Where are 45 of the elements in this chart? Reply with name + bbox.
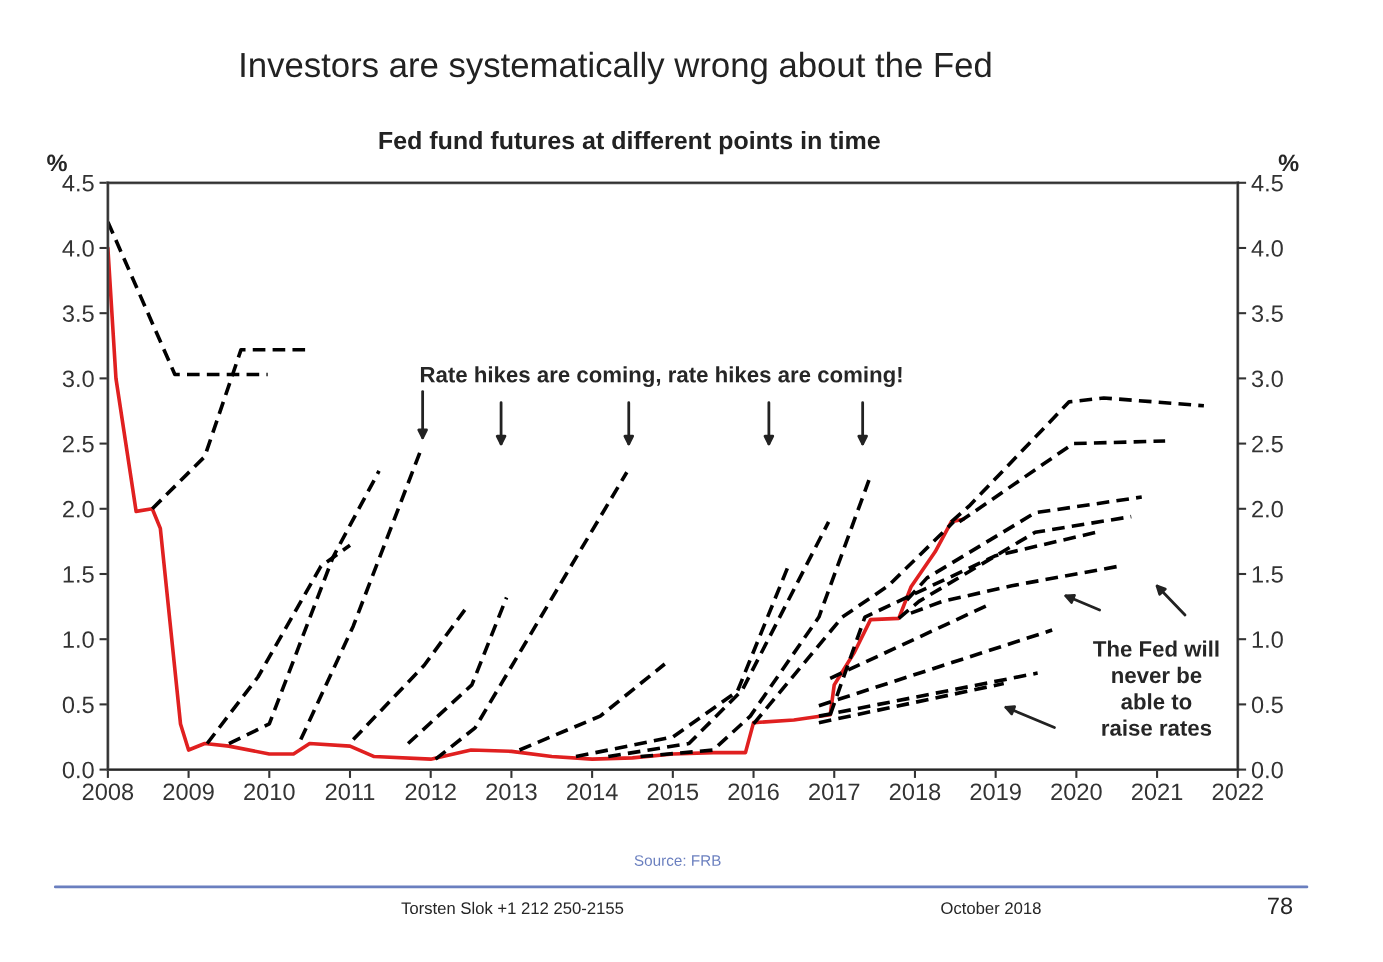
y-tick-label: 4.5: [62, 175, 94, 192]
x-tick-label: 2022: [1212, 783, 1263, 801]
text: October 2018: [941, 901, 1041, 915]
x-tick-label: 2020: [1051, 783, 1102, 801]
y2-tick-label: 4.5: [1251, 175, 1283, 192]
chart-subtitle: Fed fund futures at different points in time: [379, 130, 880, 155]
y-tick-label: 1.5: [63, 566, 94, 583]
chart-title: Investors are systematically wrong about the Fed: [241, 51, 991, 85]
y-tick-label: 2.5: [63, 435, 94, 453]
annotation: The Fed will never be able to raise rates: [1093, 640, 1219, 736]
y2-tick-label: 1.0: [1252, 631, 1283, 648]
y-tick-label: 0.5: [62, 696, 94, 714]
y-tick-label: 3.0: [62, 370, 94, 388]
x-tick-label: 2019: [970, 783, 1021, 801]
y-tick-label: 3.5: [62, 305, 94, 322]
y2-tick-label: 1.5: [1252, 566, 1283, 583]
x-tick-label: 2015: [647, 783, 699, 801]
y-axis-title: %: [47, 154, 67, 172]
x-tick-label: 2013: [486, 783, 537, 801]
y-tick-label: 0.0: [62, 761, 94, 779]
x-tick-label: 2014: [567, 783, 618, 801]
x-tick-label: 2010: [244, 783, 295, 801]
y2-tick-label: 2.0: [1252, 500, 1283, 518]
annotation: Rate hikes are coming, rate hikes are coming!: [420, 366, 902, 388]
y2-tick-label: 0.5: [1251, 696, 1283, 714]
y2-tick-label: 2.5: [1252, 435, 1283, 453]
x-tick-label: 2009: [163, 783, 214, 801]
y2-axis-title: %: [1278, 154, 1299, 172]
y2-tick-label: 3.0: [1251, 370, 1283, 388]
y-tick-label: 2.0: [63, 500, 94, 518]
x-tick-label: 2011: [325, 783, 375, 801]
y2-tick-label: 3.5: [1251, 305, 1283, 322]
y-tick-label: 1.0: [63, 631, 94, 648]
x-tick-label: 2017: [809, 783, 860, 801]
x-tick-label: 2012: [405, 783, 456, 801]
source-note: Source: FRB: [634, 855, 721, 866]
x-tick-label: 2021: [1132, 783, 1183, 801]
y2-tick-label: 4.0: [1251, 240, 1283, 257]
y-tick-label: 4.0: [62, 240, 94, 257]
x-tick-label: 2018: [889, 783, 941, 801]
x-tick-label: 2016: [728, 783, 779, 801]
y2-tick-label: 0.0: [1251, 761, 1283, 779]
text: Torsten Slok +1 212 250-2155: [401, 901, 624, 915]
text: 78: [1268, 897, 1293, 915]
x-tick-label: 2008: [82, 783, 134, 801]
